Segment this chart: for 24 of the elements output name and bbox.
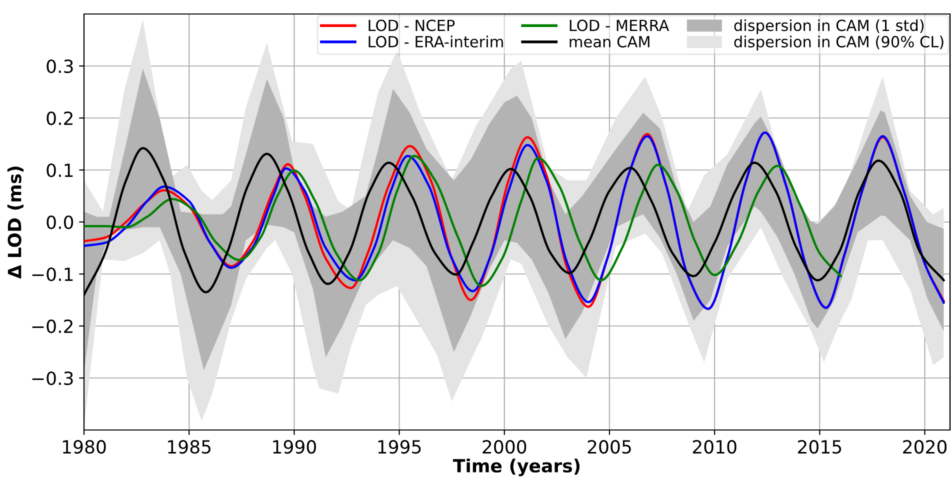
y-tick-label: 0.0 [46, 215, 74, 230]
x-tick-label: 1985 [168, 440, 210, 454]
x-tick-label: 2000 [482, 440, 526, 454]
legend-label: mean CAM [570, 36, 650, 48]
y-tick-label: 0.1 [46, 163, 73, 178]
y-tick-label: 0.3 [46, 59, 73, 74]
x-tick-label: 2020 [903, 440, 947, 454]
legend-label: dispersion in CAM (1 std) [734, 19, 924, 34]
x-tick-label: 1980 [63, 440, 106, 454]
legend-label: dispersion in CAM (90% CL) [734, 36, 944, 50]
legend-label: LOD - MERRA [570, 20, 670, 32]
y-tick-label: 0.2 [46, 111, 72, 126]
x-tick-label: 2010 [692, 440, 736, 454]
y-tick-label: −0.1 [32, 267, 73, 282]
legend-label: LOD - ERA-interim [368, 36, 503, 48]
x-tick-label: 1995 [378, 440, 421, 454]
x-tick-label: 1990 [273, 440, 316, 454]
x-axis-title: Time (years) [452, 458, 580, 476]
y-tick-label: −0.2 [32, 319, 72, 334]
legend-label: LOD - NCEP [368, 20, 455, 32]
x-tick-label: 2015 [798, 440, 842, 454]
y-axis-title: Δ LOD (ms) [7, 166, 24, 279]
y-tick-label: −0.3 [32, 371, 73, 386]
x-tick-label: 2005 [588, 440, 631, 454]
